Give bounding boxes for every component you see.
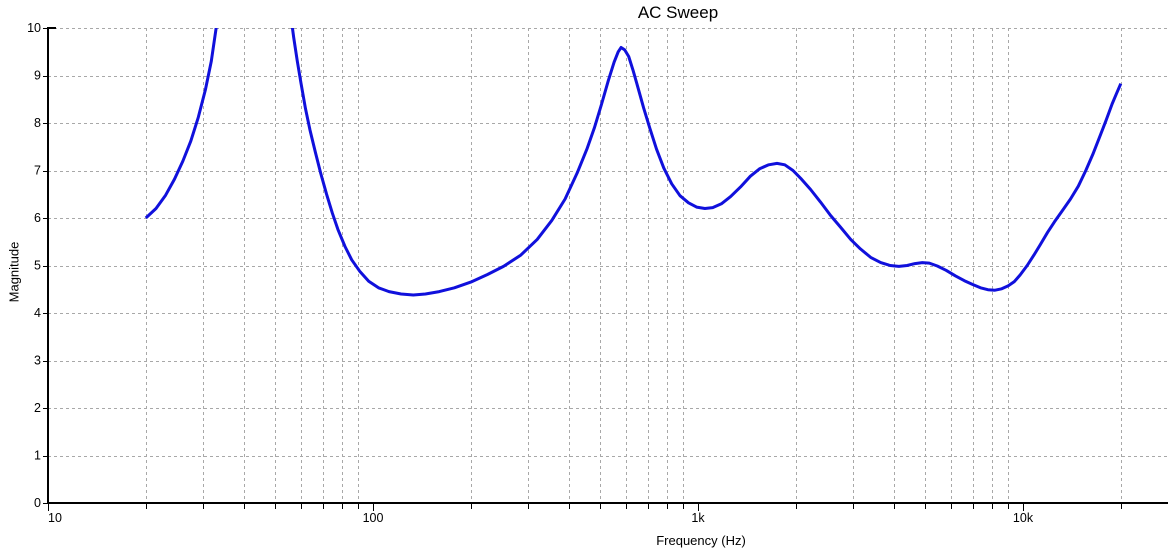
y-tick-label: 4 — [34, 306, 41, 320]
chart-title: AC Sweep — [637, 3, 719, 22]
y-tick-label: 6 — [34, 211, 41, 225]
y-tick-label: 1 — [34, 449, 41, 463]
y-tick-label: 2 — [34, 401, 41, 415]
grid-lines — [48, 28, 1168, 503]
x-tick-label: 10 — [48, 511, 62, 525]
tick-labels: 10 100 1k 10k 0 1 2 3 4 5 6 7 8 9 10 — [27, 21, 1034, 525]
x-tick-label: 10k — [1013, 511, 1034, 525]
y-tick-label: 0 — [34, 496, 41, 510]
y-tick-label: 7 — [34, 164, 41, 178]
x-tick-label: 100 — [363, 511, 384, 525]
y-tick-label: 3 — [34, 354, 41, 368]
x-axis-title: Frequency (Hz) — [656, 533, 746, 548]
y-tick-label: 9 — [34, 69, 41, 83]
y-axis-title: Magnitude — [6, 241, 22, 303]
y-tick-label: 10 — [27, 21, 41, 35]
magnitude-curve — [144, 28, 1123, 297]
y-tick-label: 8 — [34, 116, 41, 130]
x-tick-label: 1k — [691, 511, 705, 525]
tick-marks — [43, 28, 1122, 511]
axis-lines — [47, 27, 1168, 504]
y-tick-label: 5 — [34, 259, 41, 273]
